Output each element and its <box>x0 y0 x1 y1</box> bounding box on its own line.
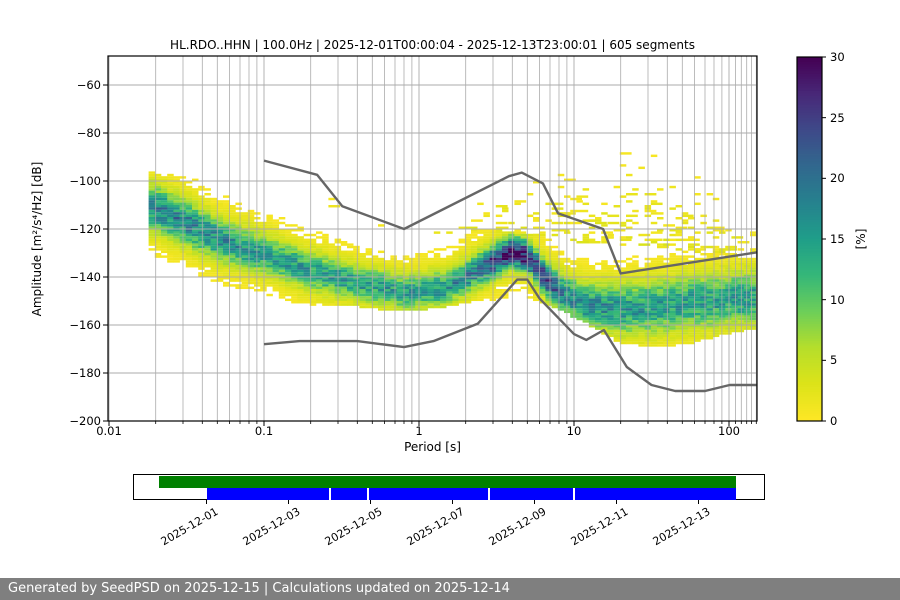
timeline-tick <box>205 500 208 504</box>
colorbar-tick-label: 0 <box>830 414 838 428</box>
y-tick-label: −180 <box>69 366 101 380</box>
low-noise-model-line <box>263 278 758 393</box>
footer-text: Generated by SeedPSD on 2025-12-15 | Cal… <box>8 581 510 596</box>
x-tick-label: 100 <box>718 424 740 438</box>
coverage-timeline <box>133 474 765 500</box>
coverage-gap <box>328 488 331 500</box>
timeline-tick <box>615 500 618 504</box>
x-tick-label: 1 <box>415 424 423 438</box>
y-tick-label: −140 <box>69 270 101 284</box>
plot-title: HL.RDO..HHN | 100.0Hz | 2025-12-01T00:00… <box>170 38 695 52</box>
timeline-tick <box>288 500 290 504</box>
coverage-segment-blue <box>206 488 736 500</box>
y-tick-label: −120 <box>69 222 101 236</box>
coverage-segment-green <box>159 476 736 488</box>
coverage-gap <box>367 488 370 500</box>
colorbar-tick-label: 15 <box>830 232 845 246</box>
colorbar-label: [%] <box>854 228 868 250</box>
y-axis-label: Amplitude [m²/s⁴/Hz] [dB] <box>30 161 44 317</box>
coverage-gap <box>572 488 575 500</box>
x-axis-label: Period [s] <box>404 440 461 454</box>
high-noise-model-line <box>263 159 758 275</box>
colorbar-tick-label: 10 <box>830 292 845 307</box>
colorbar-tick-label: 30 <box>830 50 845 64</box>
y-tick-label: −160 <box>69 318 101 332</box>
timeline-tick <box>451 500 454 504</box>
colorbar-tick-label: 20 <box>830 171 845 186</box>
x-tick-label: 10 <box>566 424 582 438</box>
timeline-tick <box>697 500 700 504</box>
y-tick-label: −100 <box>69 174 101 188</box>
coverage-gap <box>487 488 490 500</box>
footer-bar: Generated by SeedPSD on 2025-12-15 | Cal… <box>0 578 900 600</box>
y-tick-label: −80 <box>76 126 101 140</box>
y-tick-label: −60 <box>76 78 101 92</box>
colorbar-tick-label: 25 <box>830 110 845 125</box>
x-tick-label: 0.1 <box>254 424 274 438</box>
timeline-tick <box>370 500 372 504</box>
colorbar-tick-label: 5 <box>830 353 838 368</box>
y-tick-label: −200 <box>69 414 101 428</box>
timeline-tick <box>534 500 536 504</box>
x-tick-label: 0.01 <box>96 424 122 438</box>
